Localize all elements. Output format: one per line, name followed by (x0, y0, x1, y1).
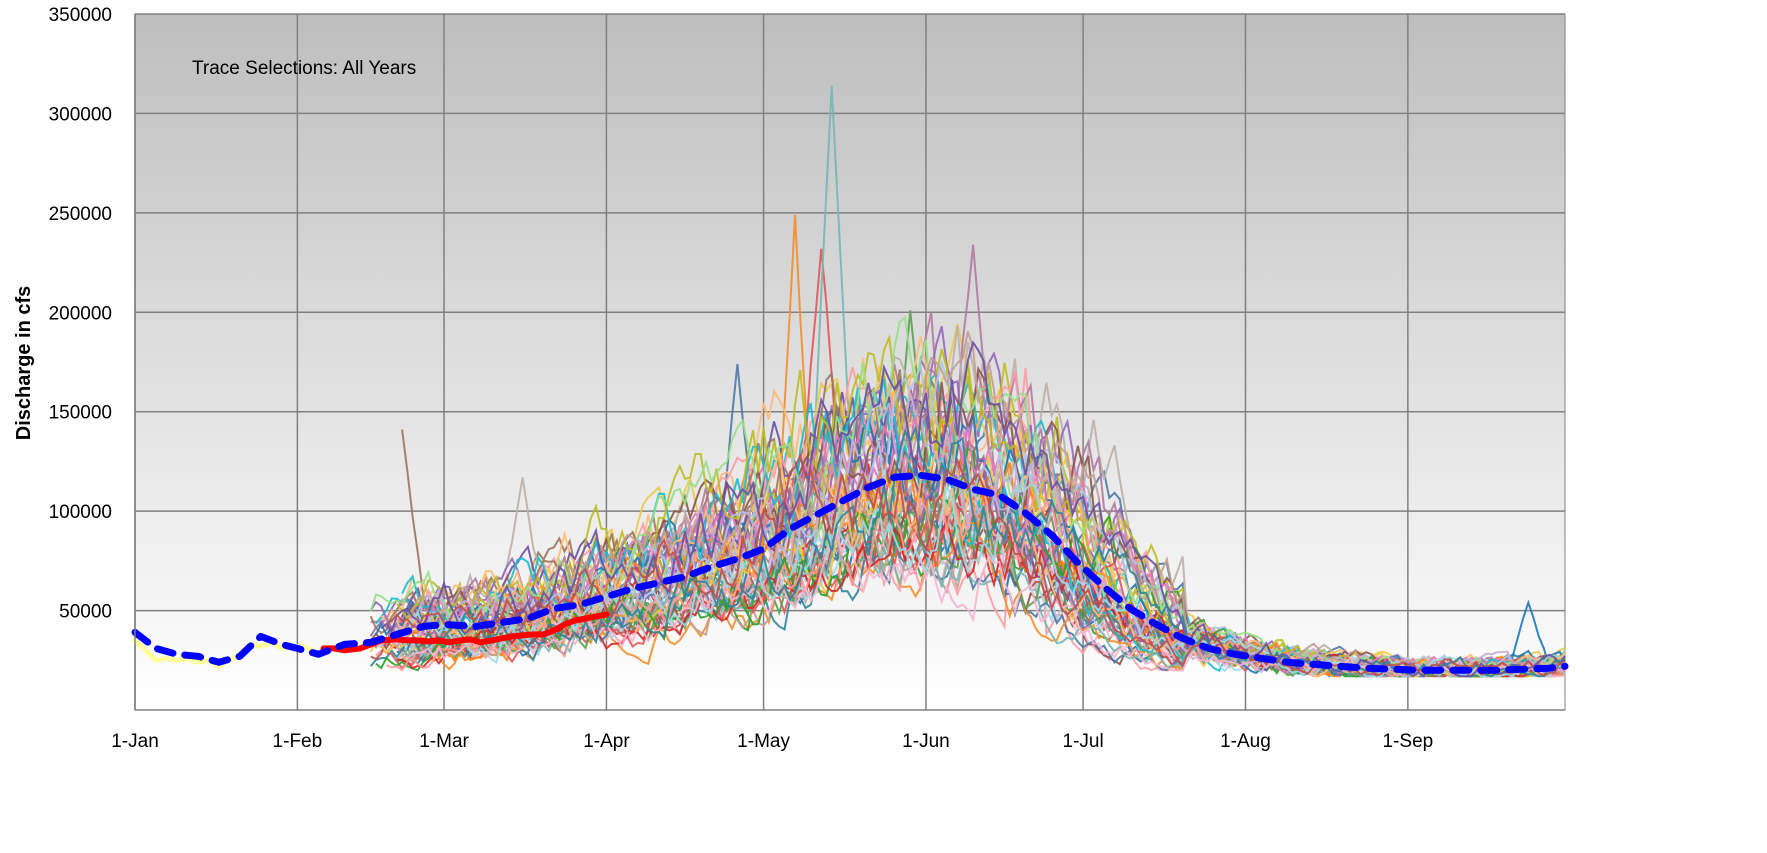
y-tick-label: 350000 (49, 5, 112, 26)
plot-area (134, 13, 1566, 711)
y-tick-labels: 50000 100000 150000 200000 250000 300000 35000… (49, 5, 112, 623)
highlight-series (131, 471, 1569, 674)
x-tick-label: 1-Mar (419, 731, 469, 752)
ensemble-trace-line (406, 424, 1566, 678)
x-tick-label: 1-May (737, 731, 790, 752)
y-axis-title: Discharge in cfs (13, 286, 35, 441)
x-tick-label: 1-Jan (111, 731, 159, 752)
y-tick-label: 250000 (49, 204, 112, 225)
x-tick-label: 1-Aug (1220, 731, 1271, 752)
x-tick-label: 1-Feb (273, 731, 323, 752)
y-tick-label: 150000 (49, 403, 112, 424)
trace-selection-annotation: Trace Selections: All Years (192, 58, 416, 79)
ensemble-trace-line (380, 340, 1566, 678)
y-tick-label: 300000 (49, 104, 112, 125)
y-tick-label: 50000 (59, 602, 112, 623)
y-tick-label: 200000 (49, 303, 112, 324)
x-tick-label: 1-Jul (1063, 731, 1104, 752)
x-tick-label: 1-Apr (583, 731, 630, 752)
median-series-line (131, 471, 1569, 674)
x-tick-label: 1-Sep (1383, 731, 1434, 752)
y-tick-label: 100000 (49, 502, 112, 523)
x-tick-label: 1-Jun (902, 731, 950, 752)
axes (134, 14, 1565, 711)
x-tick-labels: 1-Jan 1-Feb 1-Mar 1-Apr 1-May 1-Jun 1-Jul 1-Aug… (111, 731, 1433, 752)
